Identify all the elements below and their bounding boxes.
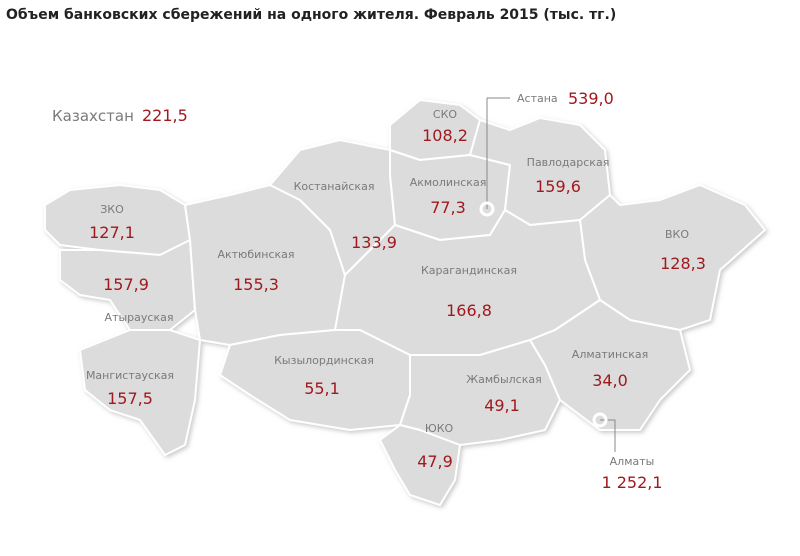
city-marker [592,412,608,428]
region-name: СКО [433,108,457,121]
region-value: 55,1 [304,379,340,398]
region-akmola [389,149,511,241]
region-value: 166,8 [446,301,492,320]
region-almaty [529,299,691,431]
region-name: Акмолинская [410,176,487,189]
region-value: 49,1 [484,396,520,415]
region-mangistau [79,329,201,456]
region-name: Жамбылская [466,373,541,386]
city-name: Астана [517,92,558,105]
region-name: Павлодарская [527,156,610,169]
region-value: 47,9 [417,452,453,471]
region-value: 155,3 [233,275,279,294]
city-marker [479,201,495,217]
region-name: Алматинская [572,348,648,361]
region-value: 77,3 [430,198,466,217]
region-zko [44,184,191,256]
region-name: Кызылординская [274,354,374,367]
region-name: Мангистауская [86,369,174,382]
region-name: Атырауская [105,311,174,324]
region-value: 34,0 [592,371,628,390]
region-name: ЮКО [425,422,454,435]
region-name: Актюбинская [217,248,294,261]
country-name: Казахстан [52,107,134,125]
region-yuko [379,424,461,506]
region-value: 128,3 [660,254,706,273]
region-value: 127,1 [89,223,135,242]
regions [44,99,766,506]
country-value: 221,5 [142,106,188,125]
region-value: 157,9 [103,275,149,294]
city-value: 1 252,1 [601,473,662,492]
region-name: ВКО [665,228,689,241]
region-name: Карагандинская [421,264,517,277]
city-value: 539,0 [568,89,614,108]
region-value: 157,5 [107,389,153,408]
map-title: Объем банковских сбережений на одного жи… [6,7,616,23]
region-name: Костанайская [294,180,375,193]
region-value: 133,9 [351,233,397,252]
city-name: Алматы [610,455,655,468]
region-zhambyl [399,339,561,446]
region-value: 159,6 [535,177,581,196]
region-name: ЗКО [100,203,124,216]
region-value: 108,2 [422,126,468,145]
